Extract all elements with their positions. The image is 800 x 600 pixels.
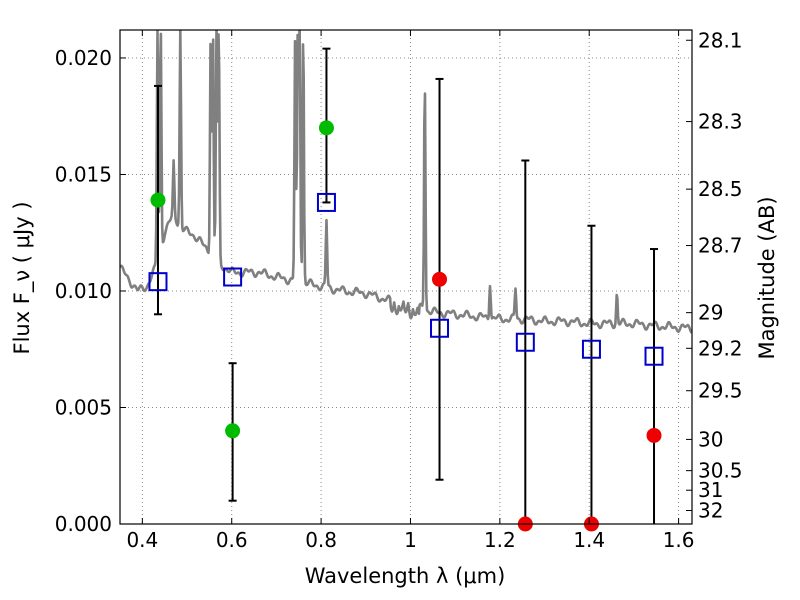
- model-square-marker: [515, 332, 535, 352]
- x-tick-label: 1: [404, 528, 417, 552]
- spectrum-line: [120, 30, 692, 334]
- x-axis-label: Wavelength λ (μm): [305, 564, 506, 588]
- y2-tick-label: 28.1: [698, 28, 743, 52]
- marker-layer: [148, 120, 664, 532]
- y2-tick-label: 32: [698, 498, 723, 522]
- y2-tick-label: 29: [698, 301, 723, 325]
- x-tick-label: 1.4: [573, 528, 605, 552]
- y-tick-label: 0.015: [55, 162, 112, 186]
- x-tick-label: 0.6: [216, 528, 248, 552]
- y2-tick-label: 29.5: [698, 379, 743, 403]
- model-square-marker: [581, 339, 601, 359]
- red-point-marker: [646, 427, 662, 443]
- spectrum-layer: [120, 30, 692, 334]
- y-tick-label: 0.005: [55, 395, 112, 419]
- y2-tick-label: 28.3: [698, 110, 743, 134]
- y-tick-label: 0.000: [55, 512, 112, 536]
- y2-tick-label: 30: [698, 427, 723, 451]
- y-tick-label: 0.010: [55, 279, 112, 303]
- y-axis-label: Flux F_ν ( μJy ): [10, 201, 35, 354]
- plot-frame: [119, 29, 693, 525]
- y2-tick-label: 28.5: [698, 177, 743, 201]
- model-square-marker: [644, 346, 664, 366]
- x-tick-label: 1.6: [663, 528, 695, 552]
- y2-tick-label: 28.7: [698, 234, 743, 258]
- y2-tick-label: 29.2: [698, 336, 743, 360]
- y-tick-label: 0.020: [55, 46, 112, 70]
- green-point-marker: [318, 120, 334, 136]
- model-square-marker: [316, 192, 336, 212]
- y2-axis-label: Magnitude (AB): [755, 196, 779, 359]
- green-point-marker: [150, 192, 166, 208]
- model-square-marker: [430, 318, 450, 338]
- x-tick-label: 0.8: [305, 528, 337, 552]
- tick-layer: 0.4 0.6 0.8 1 1.2 1.4 1.6 0.000 0.005 0.010 0.015 0…: [55, 28, 743, 552]
- y2-tick-label: 30.5: [698, 459, 743, 483]
- x-tick-label: 0.4: [126, 528, 158, 552]
- grid-layer: [120, 30, 692, 525]
- red-point-marker: [432, 271, 448, 287]
- green-point-marker: [225, 423, 241, 439]
- x-tick-label: 1.2: [484, 528, 516, 552]
- model-square-marker: [223, 267, 243, 287]
- y2-tick-label: 31: [698, 478, 723, 502]
- model-square-marker: [148, 272, 168, 292]
